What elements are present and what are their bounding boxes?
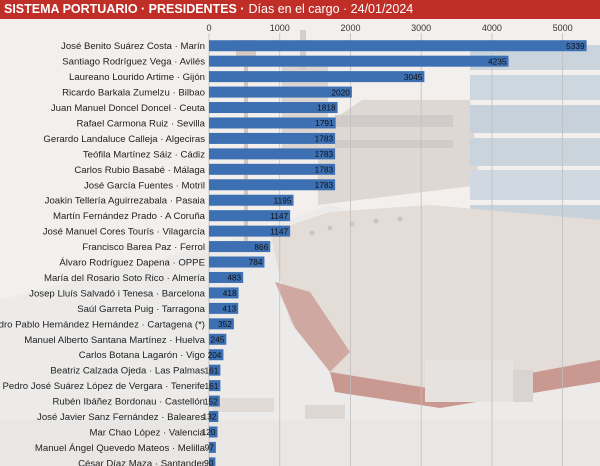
bar xyxy=(209,395,220,407)
bar xyxy=(209,71,425,83)
value-label: 413 xyxy=(222,304,236,314)
chart-title: SISTEMA PORTUARIO · PRESIDENTES · xyxy=(4,2,245,16)
value-label: 5339 xyxy=(566,41,585,51)
bar xyxy=(209,302,239,314)
bar xyxy=(209,225,291,237)
bar xyxy=(209,194,294,206)
category-label: Rubén Ibáñez Bordonau · Castellón xyxy=(52,397,205,408)
value-label: 161 xyxy=(205,365,219,375)
category-label: César Díaz Maza · Santander xyxy=(78,458,206,466)
x-tick-label: 2000 xyxy=(340,23,360,33)
value-label: 2020 xyxy=(331,87,350,97)
category-label: Mar Chao López · Valencia xyxy=(89,427,205,438)
value-label: 1147 xyxy=(270,226,288,236)
value-label: 1818 xyxy=(317,103,336,113)
bar xyxy=(209,132,336,144)
value-label: 97 xyxy=(205,443,215,453)
value-label: 1783 xyxy=(315,134,334,144)
bar xyxy=(209,86,352,98)
header-bar: SISTEMA PORTUARIO · PRESIDENTES · Días en… xyxy=(0,0,600,19)
category-label: Martín Fernández Prado · A Coruña xyxy=(53,211,206,222)
category-label: José Javier Sanz Fernández · Baleares xyxy=(37,412,205,423)
value-label: 483 xyxy=(227,273,241,283)
category-label: Francisco Barea Paz · Ferrol xyxy=(82,242,205,253)
bar xyxy=(209,411,219,423)
category-label: Carlos Botana Lagarón · Vigo xyxy=(79,350,205,361)
bar xyxy=(209,426,218,438)
bar xyxy=(209,349,224,361)
value-label: 120 xyxy=(202,427,216,437)
category-label: María del Rosario Soto Rico · Almería xyxy=(44,273,206,284)
x-tick-label: 0 xyxy=(206,23,211,33)
value-label: 90 xyxy=(204,458,214,466)
bar xyxy=(209,117,336,129)
value-label: 418 xyxy=(223,288,237,298)
bar xyxy=(209,55,509,67)
chart-subtitle: Días en el cargo · 24/01/2024 xyxy=(248,2,414,16)
category-label: Teófila Martínez Sáiz · Cádiz xyxy=(83,149,205,160)
category-label: Manuel Ángel Quevedo Mateos · Melilla xyxy=(35,443,206,454)
category-label: Manuel Alberto Santana Martínez · Huelva xyxy=(24,335,205,346)
value-label: 4235 xyxy=(488,56,507,66)
value-label: 245 xyxy=(210,334,224,344)
x-tick-label: 1000 xyxy=(270,23,290,33)
bar xyxy=(209,179,336,191)
value-label: 132 xyxy=(202,412,216,422)
category-label: Josep Lluís Salvadó i Tenesa · Barcelona xyxy=(29,288,205,299)
bar xyxy=(209,102,338,114)
value-label: 352 xyxy=(218,319,232,329)
bar xyxy=(209,210,291,222)
bar xyxy=(209,333,227,345)
bar xyxy=(209,457,216,466)
bar xyxy=(209,241,271,253)
value-label: 152 xyxy=(204,396,218,406)
category-label: Gerardo Landaluce Calleja · Algeciras xyxy=(43,134,205,145)
value-label: 204 xyxy=(208,350,222,360)
bar xyxy=(209,163,336,175)
bar xyxy=(209,364,221,376)
value-label: 1783 xyxy=(315,149,334,159)
category-label: Pedro José Suárez López de Vergara · Ten… xyxy=(3,381,205,392)
category-label: Joakin Tellería Aguirrezabala · Pasaia xyxy=(45,196,206,207)
category-label: Laureano Lourido Artime · Gijón xyxy=(69,72,205,83)
category-label: José Benito Suárez Costa · Marín xyxy=(61,41,205,52)
bar xyxy=(209,318,234,330)
bar xyxy=(209,441,216,453)
category-label: José García Fuentes · Motril xyxy=(84,180,205,191)
category-label: José Manuel Cores Tourís · Vilagarcía xyxy=(43,227,206,238)
value-label: 866 xyxy=(254,242,268,252)
bar xyxy=(209,256,265,268)
value-label: 1195 xyxy=(274,195,292,205)
category-label: Pedro Pablo Hernández Hernández · Cartag… xyxy=(0,319,205,330)
category-label: Beatriz Calzada Ojeda · Las Palmas xyxy=(50,366,205,377)
category-label: Santiago Rodríguez Vega · Avilés xyxy=(62,57,205,68)
bar xyxy=(209,271,244,283)
x-tick-label: 3000 xyxy=(411,23,431,33)
value-label: 784 xyxy=(249,257,263,267)
value-label: 3045 xyxy=(404,72,423,82)
category-label: Carlos Rubio Basabé · Málaga xyxy=(74,165,205,176)
x-tick-label: 5000 xyxy=(553,23,573,33)
value-label: 161 xyxy=(205,381,219,391)
value-label: 1791 xyxy=(315,118,334,128)
value-label: 1783 xyxy=(315,165,334,175)
bar xyxy=(209,40,587,52)
category-label: Saúl Garreta Puig · Tarragona xyxy=(77,304,205,315)
value-label: 1783 xyxy=(315,180,334,190)
x-tick-label: 4000 xyxy=(482,23,502,33)
category-label: Juan Manuel Doncel Doncel · Ceuta xyxy=(51,103,206,114)
bar xyxy=(209,287,239,299)
category-label: Ricardo Barkala Zumelzu · Bilbao xyxy=(62,88,205,99)
value-label: 1147 xyxy=(270,211,288,221)
bar xyxy=(209,380,221,392)
category-label: Álvaro Rodríguez Dapena · OPPE xyxy=(59,258,205,269)
category-label: Rafael Carmona Ruiz · Sevilla xyxy=(77,118,206,129)
bar xyxy=(209,148,336,160)
